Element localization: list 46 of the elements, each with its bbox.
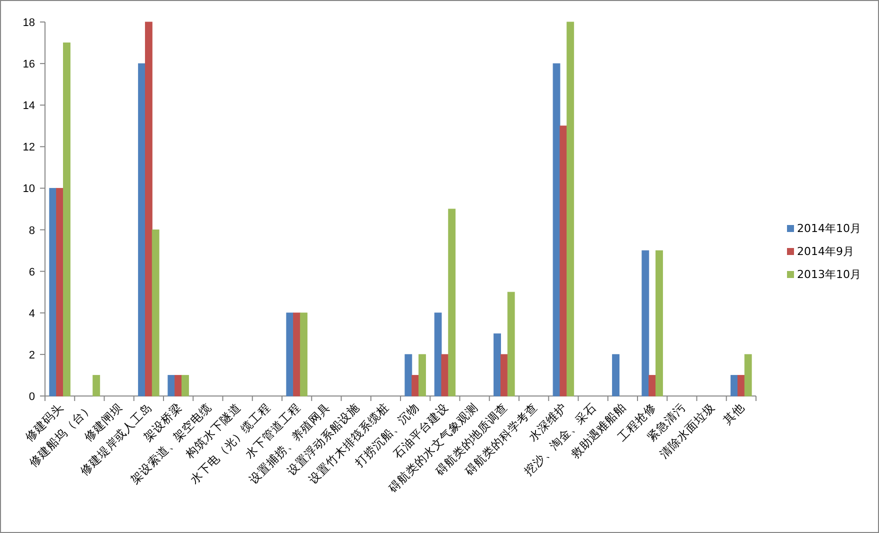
bar (441, 354, 449, 396)
legend-label: 2014年9月 (797, 245, 854, 258)
bar (168, 374, 176, 396)
bar (286, 312, 294, 396)
bar (566, 22, 574, 396)
bar (418, 354, 426, 396)
y-tick-label: 6 (28, 266, 35, 278)
y-tick-label: 12 (22, 142, 35, 154)
y-tick-label: 2 (28, 349, 35, 362)
bar (182, 374, 189, 396)
bar (448, 208, 456, 396)
bar (648, 374, 656, 396)
bar (744, 354, 752, 396)
x-tick-label: 其他 (720, 400, 748, 428)
bar (494, 333, 501, 396)
bar (49, 188, 57, 396)
legend-label: 2014年10月 (797, 222, 861, 235)
bar (404, 354, 412, 396)
bar (138, 63, 146, 396)
bar (144, 22, 152, 396)
bar (293, 312, 301, 396)
bar (174, 374, 182, 396)
y-tick-label: 10 (22, 183, 35, 196)
legend-label: 2013年10月 (797, 268, 861, 281)
bar (737, 374, 745, 396)
bar (412, 374, 420, 396)
bar (300, 312, 308, 396)
y-tick-label: 4 (28, 308, 35, 320)
bar (730, 374, 738, 396)
y-tick-label: 8 (28, 224, 35, 237)
bar (656, 250, 663, 396)
y-tick-label: 18 (22, 17, 35, 29)
bar (560, 126, 568, 396)
bar (434, 312, 442, 396)
bar (152, 230, 160, 396)
bar (500, 354, 508, 396)
bar (63, 42, 70, 396)
bar (56, 188, 64, 396)
bar (92, 374, 100, 396)
bar (552, 63, 560, 396)
bar (612, 354, 620, 396)
y-tick-label: 14 (22, 100, 35, 112)
bar (507, 292, 515, 396)
y-tick-label: 16 (22, 58, 35, 71)
bar (642, 250, 650, 396)
y-tick-label: 0 (28, 391, 35, 403)
